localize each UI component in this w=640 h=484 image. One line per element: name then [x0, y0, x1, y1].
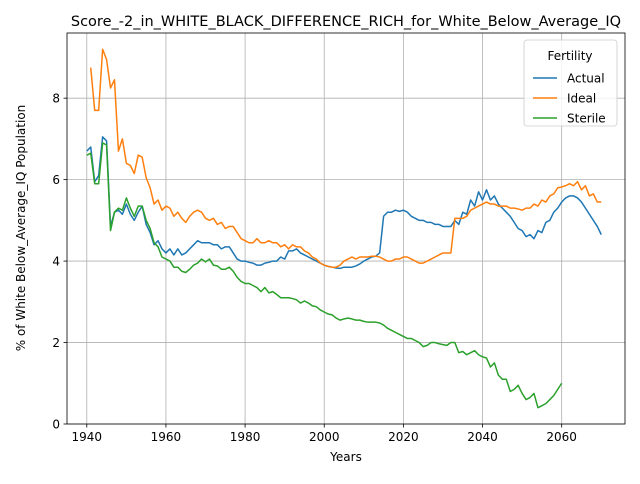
y-tick-label: 4 [52, 255, 60, 269]
x-tick-label: 1960 [151, 430, 182, 444]
x-tick-label: 2040 [467, 430, 498, 444]
x-axis-label: Years [329, 450, 362, 464]
x-tick-label: 2020 [388, 430, 419, 444]
series-line-ideal [89, 48, 602, 268]
x-tick-label: 2060 [546, 430, 577, 444]
legend-label-ideal: Ideal [567, 92, 596, 106]
y-tick-label: 6 [52, 173, 60, 187]
y-tick-label: 2 [52, 336, 60, 350]
series-lines [86, 48, 602, 409]
y-axis-label: % of White Below_Average_IQ Population [14, 105, 28, 352]
legend-entries: Actual Ideal Sterile [533, 72, 606, 126]
x-tick-label: 1940 [72, 430, 103, 444]
legend-label-sterile: Sterile [567, 112, 606, 126]
legend-label-actual: Actual [567, 72, 605, 86]
axis-ticks: 1940 1960 1980 2000 2020 2040 2060 0 2 4 6 8 [52, 92, 577, 444]
legend-title: Fertility [547, 49, 592, 63]
y-tick-label: 8 [52, 92, 60, 106]
plot-frame [66, 32, 626, 425]
y-tick-label: 0 [52, 418, 60, 432]
x-tick-label: 2000 [309, 430, 340, 444]
series-line-sterile [86, 142, 563, 409]
x-tick-label: 1980 [230, 430, 261, 444]
chart-title: Score_-2_in_WHITE_BLACK_DIFFERENCE_RICH_… [71, 14, 621, 30]
legend-box [523, 39, 618, 127]
series-line-actual [86, 136, 602, 270]
legend: Fertility Actual Ideal Sterile [523, 39, 618, 127]
